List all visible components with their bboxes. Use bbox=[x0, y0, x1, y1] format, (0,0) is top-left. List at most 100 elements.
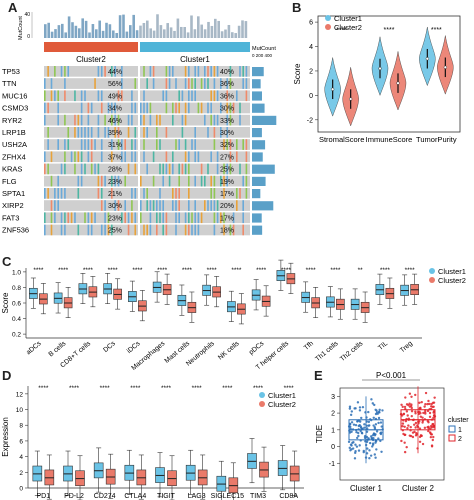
mutcount-bar bbox=[115, 32, 118, 38]
mutation-cell bbox=[149, 66, 152, 77]
significance-label: **** bbox=[38, 385, 49, 392]
y-axis-label: Expression bbox=[1, 417, 10, 457]
mutation-cell bbox=[57, 188, 59, 199]
mutation-cell bbox=[134, 127, 137, 138]
tide-point bbox=[404, 433, 407, 436]
mutation-cell bbox=[67, 212, 70, 224]
significance-label: **** bbox=[306, 267, 317, 274]
cluster2-bar bbox=[44, 42, 138, 52]
mutation-cell bbox=[84, 163, 86, 175]
mutation-cell bbox=[184, 114, 187, 126]
mutation-cell bbox=[77, 188, 80, 199]
tide-point bbox=[350, 421, 354, 424]
tide-point bbox=[360, 432, 364, 435]
mutation-cell bbox=[74, 212, 76, 224]
mutation-cell bbox=[134, 224, 137, 236]
mutcount-bar bbox=[47, 22, 50, 38]
mutcount-bar bbox=[88, 32, 91, 38]
mutcount-bar bbox=[91, 24, 95, 38]
mutation-cell bbox=[213, 212, 216, 224]
mutation-cell bbox=[242, 139, 244, 150]
mutation-cell bbox=[60, 66, 63, 77]
mutation-cell bbox=[194, 139, 196, 150]
tide-point bbox=[378, 408, 381, 412]
y-tick-label: 2 bbox=[331, 411, 335, 418]
mutation-cell bbox=[80, 127, 83, 138]
mutation-cell bbox=[216, 90, 219, 102]
mutation-cell bbox=[146, 102, 148, 114]
mutation-cell bbox=[216, 114, 219, 126]
mutation-cell bbox=[152, 78, 155, 89]
tide-point bbox=[419, 415, 423, 418]
mutation-cell bbox=[156, 212, 158, 224]
mutcount-bar bbox=[139, 25, 142, 38]
mutation-cell bbox=[242, 212, 244, 224]
mutcount-bar bbox=[231, 32, 234, 38]
mutation-cell bbox=[134, 163, 137, 175]
mutation-cell bbox=[87, 151, 90, 163]
tide-point bbox=[371, 445, 374, 448]
mutation-cell bbox=[220, 102, 222, 114]
mutation-cell bbox=[124, 200, 126, 211]
mutation-cell bbox=[242, 175, 244, 187]
tide-point bbox=[372, 424, 375, 427]
mutcount-bar bbox=[159, 25, 163, 38]
x-tick-label: B cells bbox=[48, 340, 68, 359]
tide-point bbox=[366, 427, 369, 430]
x-tick-label: ImmuneScore bbox=[366, 135, 413, 144]
mutcount-bar bbox=[112, 30, 115, 38]
mutation-cell bbox=[210, 90, 212, 102]
mutcount-bar bbox=[101, 30, 105, 38]
mutation-cell bbox=[175, 224, 177, 236]
tide-point bbox=[357, 431, 360, 435]
mutation-cell bbox=[87, 127, 90, 138]
mutation-cell bbox=[178, 188, 180, 199]
mutation-cell bbox=[200, 163, 203, 175]
mutation-cell bbox=[121, 139, 123, 150]
tide-point bbox=[373, 453, 376, 456]
mutation-cell bbox=[194, 127, 196, 138]
tide-point bbox=[419, 412, 422, 415]
mutation-cell bbox=[121, 90, 123, 102]
mutation-cell bbox=[50, 200, 53, 211]
mutation-cell bbox=[100, 200, 103, 211]
y-tick-label: 4 bbox=[309, 44, 313, 51]
tide-point bbox=[418, 440, 422, 444]
tide-point bbox=[432, 435, 435, 439]
x-tick-label: TumorPurity bbox=[416, 135, 457, 144]
pct-cluster1: 18% bbox=[220, 228, 234, 235]
pct-cluster1: 25% bbox=[220, 167, 234, 174]
mutation-cell bbox=[178, 102, 180, 114]
mutcount-bar bbox=[244, 21, 248, 38]
mutation-cell bbox=[140, 175, 142, 187]
mutation-cell bbox=[200, 78, 203, 89]
mutation-cell bbox=[100, 224, 103, 236]
mutation-cell bbox=[213, 127, 216, 138]
tide-point bbox=[362, 449, 365, 453]
tide-point bbox=[408, 405, 412, 408]
significance-label: **** bbox=[256, 267, 267, 274]
mutcount-bar bbox=[210, 25, 214, 38]
y-tick-label: 10 bbox=[16, 407, 24, 414]
mutation-cell bbox=[87, 224, 90, 236]
mutation-cell bbox=[165, 163, 168, 175]
mutation-cell bbox=[239, 66, 241, 77]
mutation-cell bbox=[131, 102, 133, 114]
mutation-cell bbox=[188, 212, 190, 224]
mutation-cell bbox=[204, 200, 206, 211]
tide-point bbox=[409, 425, 412, 429]
mutation-cell bbox=[178, 90, 180, 102]
mutation-cell bbox=[117, 139, 120, 150]
gene-label: FAT3 bbox=[2, 213, 19, 222]
mutation-cell bbox=[94, 212, 96, 224]
mutcount-bar bbox=[105, 22, 108, 38]
mutation-cell bbox=[47, 163, 49, 175]
mutation-cell bbox=[220, 78, 222, 89]
mutation-cell bbox=[223, 163, 225, 175]
mutation-cell bbox=[131, 212, 133, 224]
mutation-cell bbox=[111, 66, 113, 77]
significance-label: **** bbox=[431, 27, 442, 34]
mutation-cell bbox=[64, 78, 66, 89]
side-mutcount-ticks: 0 200 400 bbox=[252, 53, 273, 58]
gene-row-bg-cluster2 bbox=[44, 66, 138, 77]
